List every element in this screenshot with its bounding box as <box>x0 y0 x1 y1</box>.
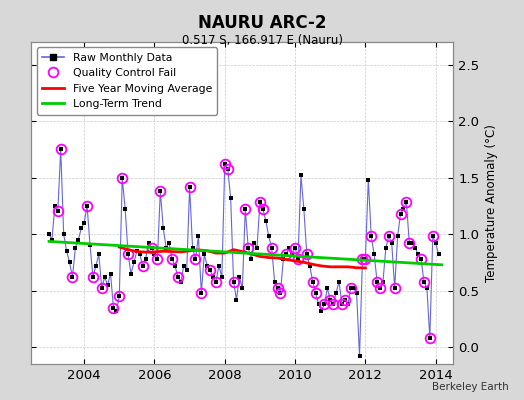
Y-axis label: Temperature Anomaly (°C): Temperature Anomaly (°C) <box>485 124 498 282</box>
Text: 0.517 S, 166.917 E (Nauru): 0.517 S, 166.917 E (Nauru) <box>181 34 343 47</box>
Legend: Raw Monthly Data, Quality Control Fail, Five Year Moving Average, Long-Term Tren: Raw Monthly Data, Quality Control Fail, … <box>37 48 217 114</box>
Text: Berkeley Earth: Berkeley Earth <box>432 382 508 392</box>
Text: NAURU ARC-2: NAURU ARC-2 <box>198 14 326 32</box>
